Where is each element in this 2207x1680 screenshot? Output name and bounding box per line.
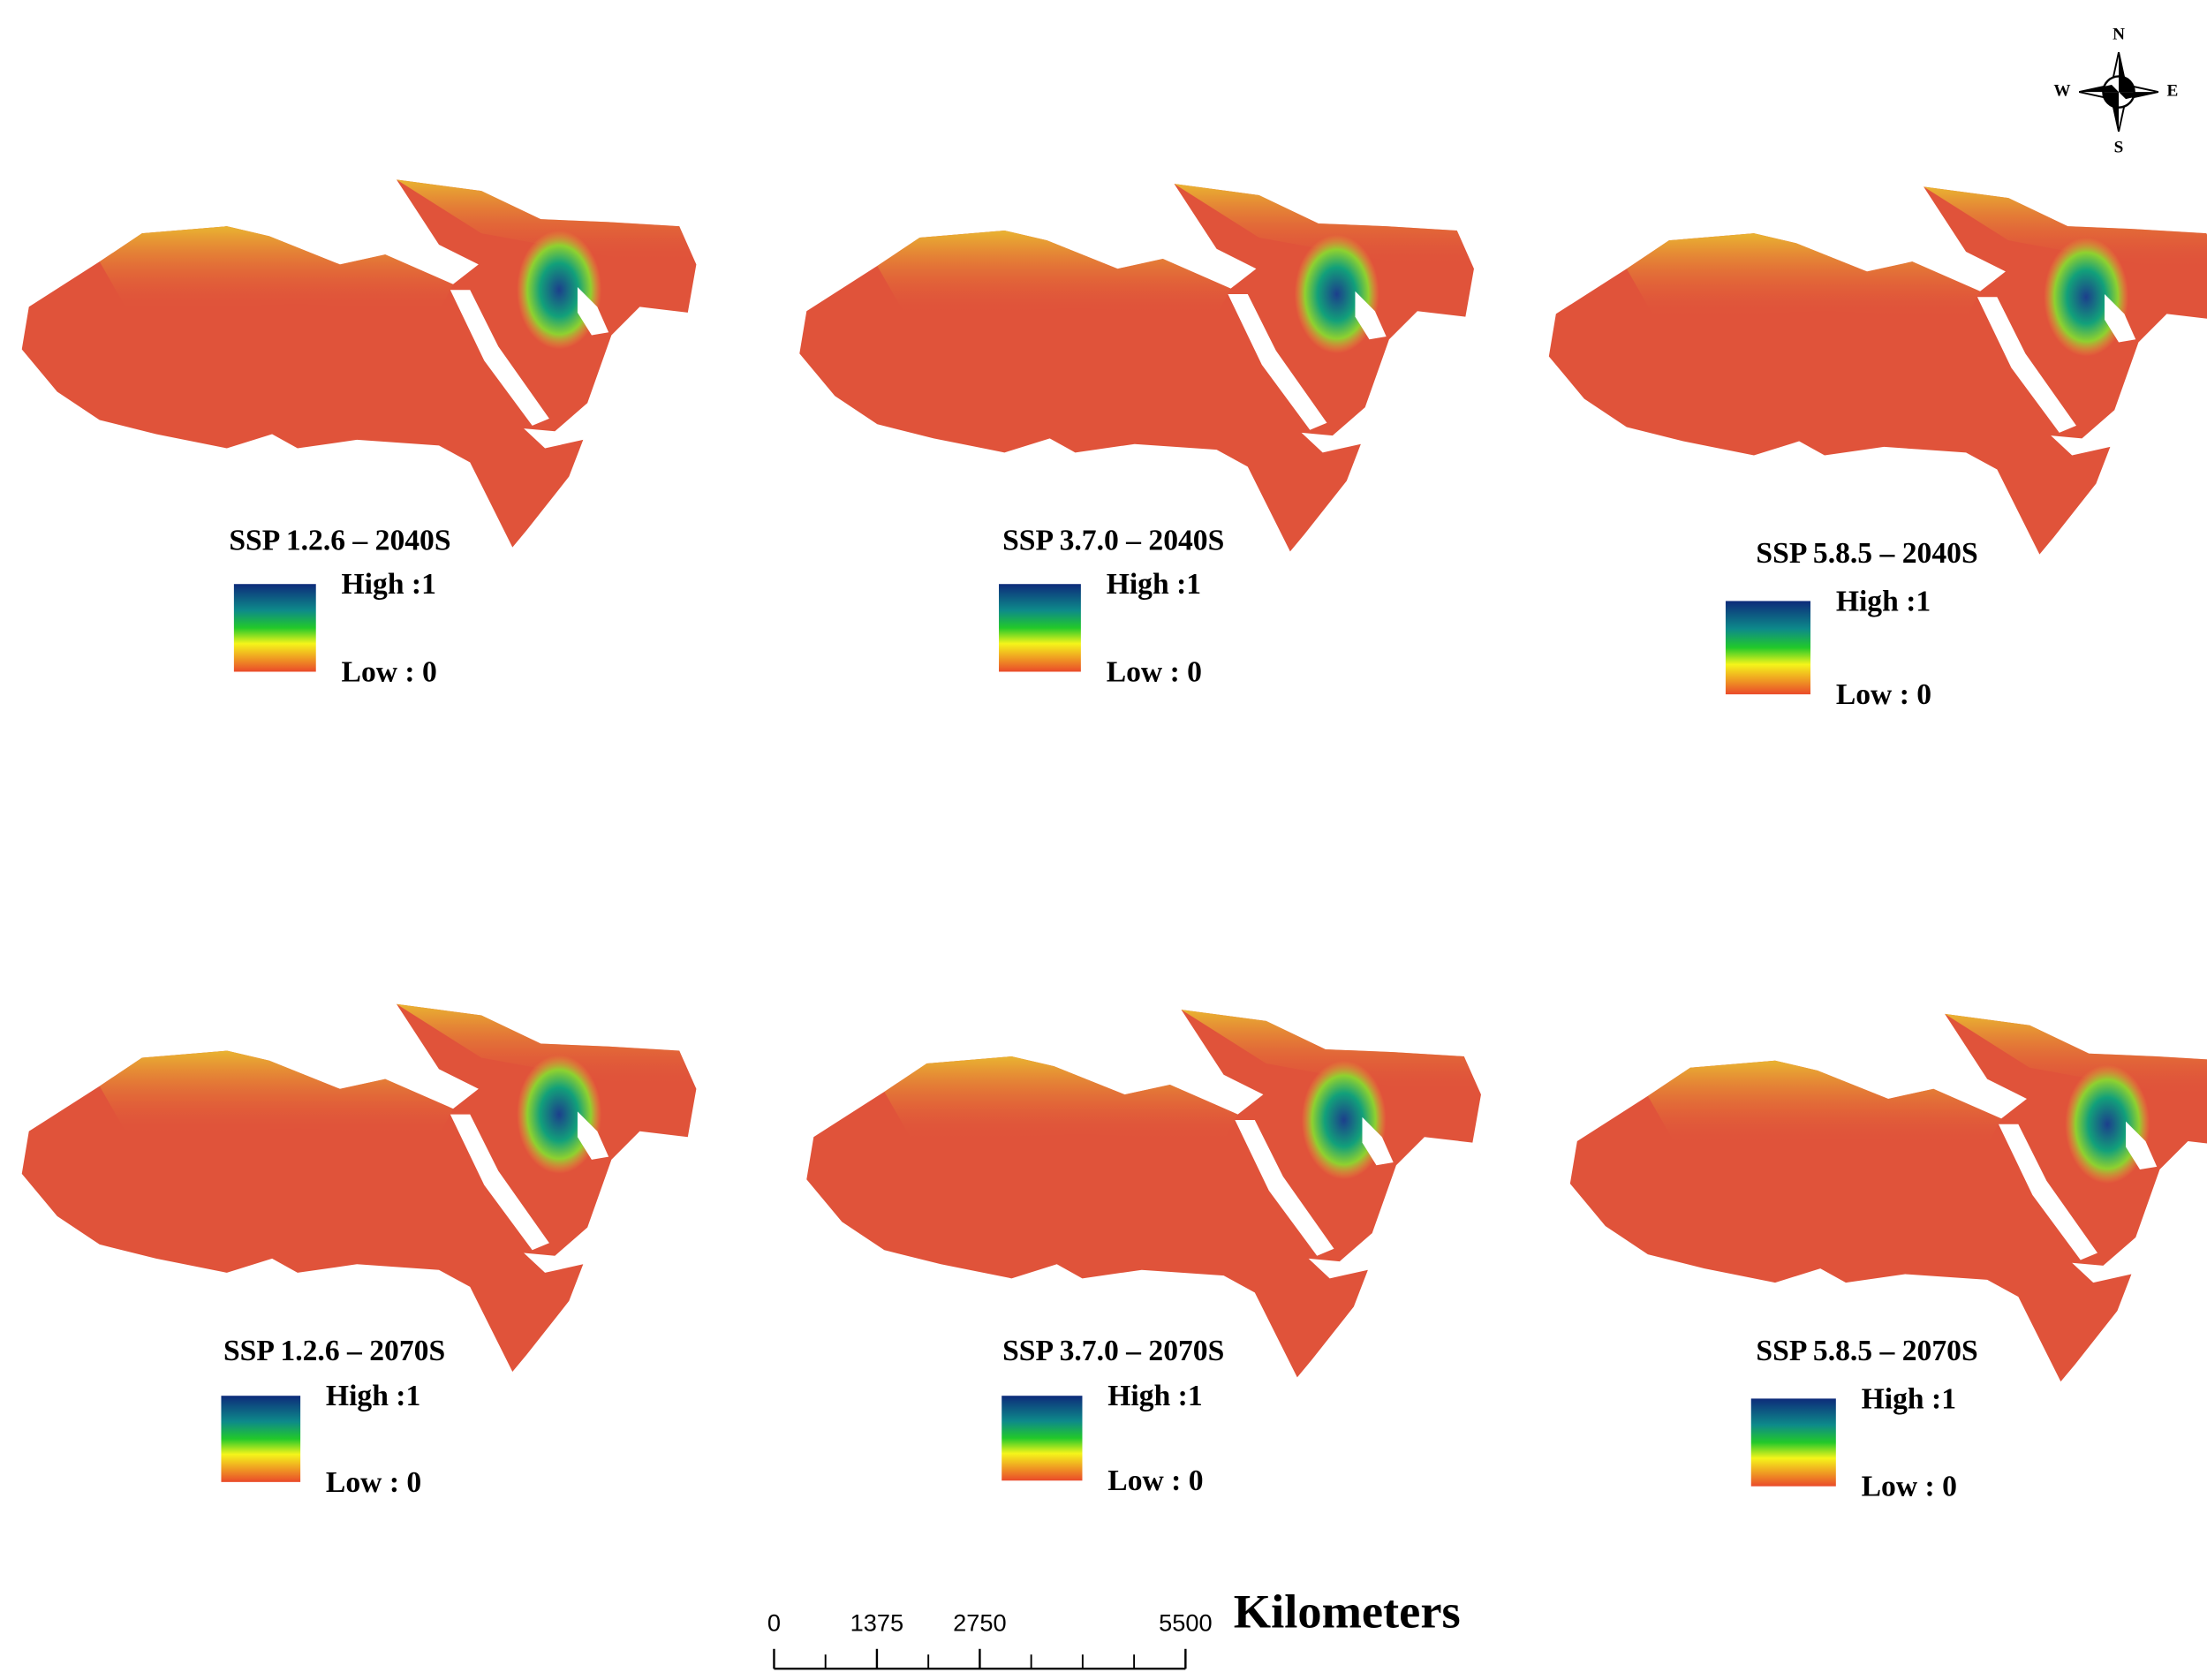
map-panel: SSP 3.7.0 – 2040S High :1 Low : 0 (799, 184, 1474, 688)
scale-unit: Kilometers (1234, 1584, 1461, 1638)
legend-low: Low : 0 (1107, 655, 1202, 688)
compass: N S E W (2053, 25, 2178, 156)
scale-tick-label: 2750 (953, 1609, 1007, 1637)
legend-ramp (1750, 1398, 1836, 1487)
legend-high: High :1 (1107, 1380, 1202, 1412)
legend-low: Low : 0 (1862, 1471, 1957, 1503)
legend-high: High :1 (342, 568, 436, 601)
compass-n: N (2113, 25, 2125, 43)
scale-tick-label: 5500 (1159, 1609, 1213, 1637)
panel-title: SSP 3.7.0 – 2070S (1002, 1335, 1224, 1367)
legend-high: High :1 (326, 1380, 420, 1412)
map-raster (21, 1003, 697, 1372)
legend-low: Low : 0 (342, 655, 437, 688)
legend-high: High :1 (1107, 568, 1201, 601)
legend-ramp (233, 584, 316, 672)
legend-low: Low : 0 (326, 1466, 421, 1499)
compass-e: E (2166, 81, 2178, 100)
map-raster (806, 1010, 1481, 1378)
scale-tick-label: 1375 (850, 1609, 904, 1637)
legend-ramp (999, 584, 1081, 672)
compass-w: W (2053, 81, 2070, 100)
map-raster (21, 179, 697, 548)
scale-tick-label: 0 (767, 1609, 781, 1637)
panel-title: SSP 5.8.5 – 2040S (1756, 537, 1977, 570)
scale-bar: 0 1375 2750 5500 Kilometers (767, 1584, 1461, 1670)
map-panel: SSP 1.2.6 – 2040S High :1 Low : 0 (21, 179, 697, 688)
legend-ramp (1725, 601, 1811, 695)
map-raster (1548, 186, 2207, 555)
panel-title: SSP 1.2.6 – 2070S (223, 1335, 445, 1367)
legend-low: Low : 0 (1836, 678, 1931, 711)
legend-ramp (1001, 1396, 1083, 1481)
compass-s: S (2114, 139, 2124, 157)
panel-title: SSP 1.2.6 – 2040S (229, 525, 450, 557)
map-raster (1569, 1013, 2207, 1382)
panel-title: SSP 5.8.5 – 2070S (1756, 1335, 1977, 1367)
legend-low: Low : 0 (1107, 1464, 1203, 1497)
map-panel: SSP 5.8.5 – 2070S High :1 Low : 0 (1569, 1013, 2207, 1503)
legend-ramp (221, 1396, 301, 1482)
legend-high: High :1 (1862, 1382, 1956, 1415)
map-panel: SSP 3.7.0 – 2070S High :1 Low : 0 (806, 1010, 1481, 1497)
map-raster (799, 184, 1474, 552)
legend-high: High :1 (1836, 585, 1931, 617)
map-panel: SSP 1.2.6 – 2070S High :1 Low : 0 (21, 1003, 697, 1499)
panel-title: SSP 3.7.0 – 2040S (1002, 525, 1224, 557)
map-panel: SSP 5.8.5 – 2040S High :1 Low : 0 (1548, 186, 2207, 711)
